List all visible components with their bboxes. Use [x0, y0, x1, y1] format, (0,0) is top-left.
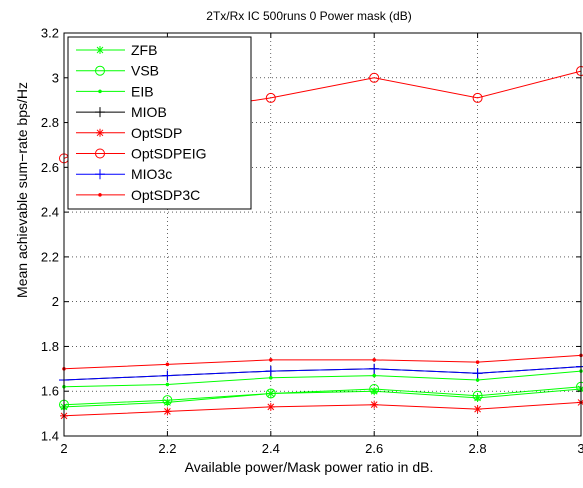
legend-marker: [98, 90, 101, 93]
data-point-optsdp: [267, 403, 275, 411]
x-tick-label: 2.2: [158, 441, 176, 456]
series-miob: [59, 362, 583, 385]
data-point-eib: [166, 383, 169, 386]
data-point-mio3c: [266, 366, 276, 376]
x-axis-label: Available power/Mask power ratio in dB.: [185, 459, 434, 475]
legend-marker: [96, 129, 104, 137]
legend-label: OptSDPEIG: [131, 146, 206, 162]
legend-marker: [96, 46, 104, 54]
legend-label: ZFB: [131, 42, 157, 58]
data-point-optsdp3c: [476, 361, 479, 364]
data-point-optsdp3c: [373, 358, 376, 361]
legend-label: MIO3c: [131, 166, 172, 182]
x-tick-label: 3: [577, 441, 583, 456]
y-axis-label: Mean achievable sum−rate bps/Hz: [14, 82, 30, 298]
data-point-zfb: [577, 385, 583, 393]
data-point-optsdp3c: [166, 363, 169, 366]
series-line-optsdp3c: [64, 355, 581, 368]
data-point-optsdp: [474, 405, 482, 413]
legend: ZFB VSB EIB MIOB OptSDP OptSDPEIG MIO3c OptSDP3…: [68, 37, 251, 209]
legend-box: [68, 37, 251, 209]
y-tick-label: 3: [52, 70, 59, 85]
x-tick-label: 2.6: [365, 441, 383, 456]
y-tick-label: 1.8: [41, 339, 59, 354]
series-mio3c: [59, 362, 583, 385]
data-point-mio3c: [473, 368, 483, 378]
legend-marker: [98, 193, 101, 196]
data-point-optsdp: [577, 398, 583, 406]
x-tick-label: 2: [60, 441, 67, 456]
data-point-mio3c: [162, 371, 172, 381]
series-eib: [62, 369, 582, 388]
data-point-eib: [476, 378, 479, 381]
y-tick-label: 2.8: [41, 115, 59, 130]
y-tick-label: 2.2: [41, 249, 59, 264]
data-point-eib: [269, 376, 272, 379]
series-optsdp3c: [62, 354, 582, 371]
data-point-zfb: [370, 387, 378, 395]
y-tick-label: 2.6: [41, 160, 59, 175]
y-tick-label: 1.6: [41, 384, 59, 399]
data-point-optsdp3c: [269, 358, 272, 361]
data-point-eib: [373, 374, 376, 377]
data-point-optsdp: [370, 401, 378, 409]
legend-label: OptSDP3C: [131, 187, 200, 203]
legend-label: VSB: [131, 63, 159, 79]
legend-label: OptSDP: [131, 125, 182, 141]
x-tick-label: 2.8: [469, 441, 487, 456]
y-tick-label: 3.2: [41, 26, 59, 41]
series-line-eib: [64, 371, 581, 387]
x-tick-label: 2.4: [262, 441, 280, 456]
y-tick-label: 2: [52, 294, 59, 309]
y-tick-label: 2.4: [41, 205, 59, 220]
series-line-optsdp: [64, 402, 581, 415]
data-point-optsdp: [163, 407, 171, 415]
legend-label: MIOB: [131, 104, 167, 120]
legend-label: EIB: [131, 83, 154, 99]
chart-title: 2Tx/Rx IC 500runs 0 Power mask (dB): [206, 9, 411, 23]
y-tick-label: 1.4: [41, 429, 59, 444]
data-point-mio3c: [369, 364, 379, 374]
